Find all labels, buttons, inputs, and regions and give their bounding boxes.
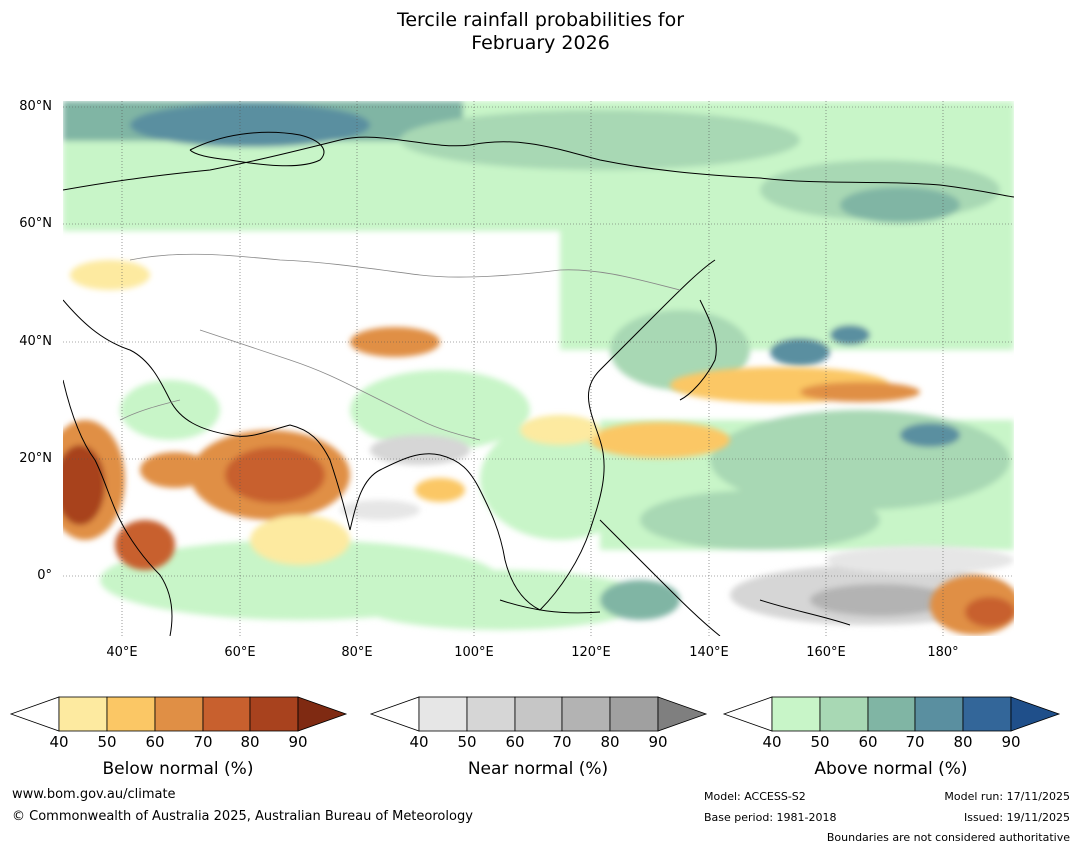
lat-label-0: 0° xyxy=(37,568,52,583)
lon-label-140e: 140°E xyxy=(689,645,729,660)
lon-label-60e: 60°E xyxy=(224,645,256,660)
lon-label-100e: 100°E xyxy=(454,645,494,660)
cbar-below-tick: 40 xyxy=(49,733,69,751)
footer-model: Model: ACCESS-S2 xyxy=(704,790,806,803)
footer-issued: Issued: 19/11/2025 xyxy=(963,811,1070,824)
lon-label-160e: 160°E xyxy=(806,645,846,660)
colorbar-below xyxy=(9,696,348,732)
cbar-above-tick: 60 xyxy=(858,733,878,751)
probability-field xyxy=(63,101,1014,636)
map-title: Tercile rainfall probabilities for Febru… xyxy=(0,9,1081,55)
cbar-below-tick: 80 xyxy=(240,733,260,751)
above-normal-field xyxy=(63,101,1014,630)
cbar-below-tick: 60 xyxy=(145,733,165,751)
cbar-near-tick: 90 xyxy=(648,733,668,751)
lon-label-180: 180° xyxy=(927,645,959,660)
coastlines xyxy=(63,131,1014,636)
lat-label-60n: 60°N xyxy=(19,216,52,231)
gridlines xyxy=(63,101,1014,636)
colorbar-above xyxy=(722,696,1061,732)
country-borders xyxy=(119,253,681,441)
cbar-above-tick: 40 xyxy=(762,733,782,751)
footer-disclaimer: Boundaries are not considered authoritat… xyxy=(826,831,1070,844)
lon-label-40e: 40°E xyxy=(106,645,138,660)
colorbar-near xyxy=(369,696,708,732)
cbar-above-tick: 50 xyxy=(810,733,830,751)
footer-copyright: © Commonwealth of Australia 2025, Austra… xyxy=(12,809,473,824)
lon-label-120e: 120°E xyxy=(571,645,611,660)
footer-model-run: Model run: 17/11/2025 xyxy=(944,790,1070,803)
footer-url[interactable]: www.bom.gov.au/climate xyxy=(12,787,176,802)
cbar-above-title: Above normal (%) xyxy=(814,759,968,779)
cbar-near-tick: 40 xyxy=(409,733,429,751)
title-line-2: February 2026 xyxy=(471,32,610,54)
footer-base-period: Base period: 1981-2018 xyxy=(704,811,837,824)
lat-label-40n: 40°N xyxy=(19,334,52,349)
cbar-above-tick: 90 xyxy=(1001,733,1021,751)
below-normal-field xyxy=(63,260,1014,635)
cbar-near-tick: 60 xyxy=(505,733,525,751)
cbar-near-title: Near normal (%) xyxy=(467,759,609,779)
cbar-below-tick: 70 xyxy=(193,733,213,751)
cbar-below-tick: 50 xyxy=(97,733,117,751)
cbar-near-tick: 50 xyxy=(457,733,477,751)
lon-label-80e: 80°E xyxy=(341,645,373,660)
cbar-near-tick: 80 xyxy=(600,733,620,751)
cbar-above-tick: 80 xyxy=(953,733,973,751)
cbar-below-title: Below normal (%) xyxy=(102,759,254,779)
lat-label-20n: 20°N xyxy=(19,451,52,466)
cbar-near-tick: 70 xyxy=(552,733,572,751)
title-line-1: Tercile rainfall probabilities for xyxy=(396,9,685,31)
cbar-below-tick: 90 xyxy=(288,733,308,751)
cbar-above-tick: 70 xyxy=(905,733,925,751)
lat-label-80n: 80°N xyxy=(19,99,52,114)
